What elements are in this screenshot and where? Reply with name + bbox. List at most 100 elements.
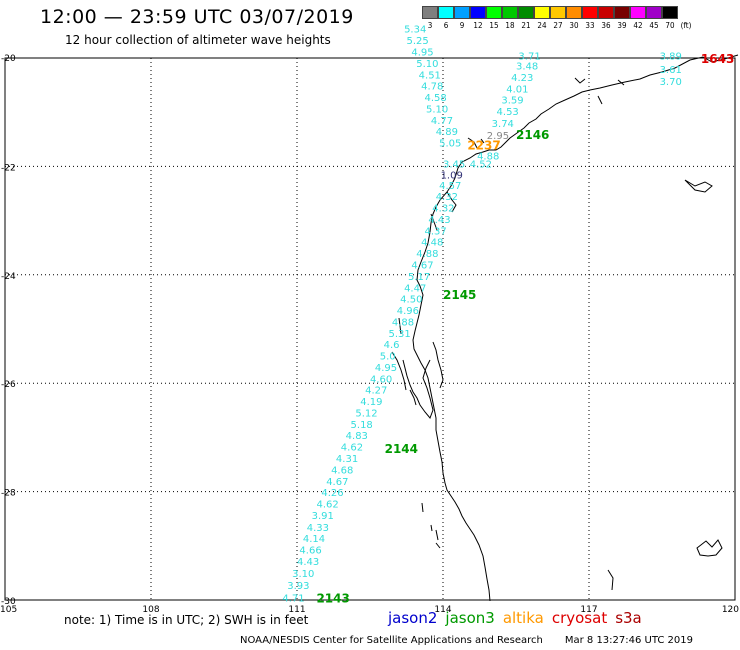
swh-value: 3.48: [516, 62, 538, 73]
legend-value: 42: [633, 21, 643, 30]
credit-text: NOAA/NESDIS Center for Satellite Applica…: [240, 635, 543, 646]
pass-time-labels: 2143 2144 2145 2146 2237 1643: [316, 52, 734, 605]
swh-value: 3.71: [518, 51, 540, 62]
swh-value: 4.32: [432, 204, 454, 215]
swh-value: 4.67: [411, 261, 433, 272]
swh-value: 4.62: [316, 500, 338, 511]
pass-time: 1643: [701, 52, 734, 66]
swh-value: 4.67: [326, 477, 348, 488]
map-subtitle: 12 hour collection of altimeter wave hei…: [65, 33, 331, 47]
wave-height-color-legend: 3 6 9 12 15 18 21 24 27 30 33 36 39 42 45 70 (ft): [422, 6, 694, 30]
legend-swatch: [454, 6, 470, 19]
swh-value: 3.59: [501, 96, 523, 107]
legend-unit: (ft): [680, 21, 692, 30]
lon-tick-label: 114: [434, 605, 451, 615]
swh-value: 4.23: [511, 73, 533, 84]
legend-value: 18: [505, 21, 515, 30]
south-coast-islands: [607, 539, 723, 591]
lon-tick-label: 120: [722, 605, 739, 615]
swh-value: 4.53: [497, 107, 519, 118]
satellite-cryosat: cryosat: [551, 609, 608, 627]
pass-time: 2146: [516, 128, 549, 142]
swh-value: 4.26: [321, 488, 343, 499]
swh-value: 4.43: [428, 215, 450, 226]
swh-value: 4.95: [411, 47, 433, 58]
shark-bay-coast: [402, 359, 434, 419]
swh-value: 3.45: [443, 160, 465, 171]
swh-value: 4.47: [404, 283, 426, 294]
houtman-abrolhos: [421, 502, 433, 532]
swh-value: 4.88: [392, 317, 414, 328]
legend-value: 39: [617, 21, 627, 30]
swh-value: 4.33: [307, 523, 329, 534]
lon-tick-label: 105: [0, 605, 17, 615]
swh-value: 3.61: [660, 65, 682, 76]
legend-value: 70: [665, 21, 675, 30]
satellite-jason2: jason2: [388, 609, 438, 627]
credit-line: NOAA/NESDIS Center for Satellite Applica…: [240, 635, 693, 646]
swh-value: 4.32: [436, 192, 458, 203]
swh-value: 4.78: [421, 82, 443, 93]
lat-lon-grid: 105 108 111 114 117 120 -20 -22 -24 -26 -28 -30: [0, 54, 739, 615]
swh-value: 4.83: [346, 431, 368, 442]
north-west-cape: [430, 213, 438, 231]
swh-value: 5.0: [380, 352, 396, 363]
legend-value: 45: [649, 21, 659, 30]
legend-value: 3: [427, 21, 433, 30]
swh-value: 5.18: [351, 420, 373, 431]
pass-time: 2143: [316, 591, 349, 605]
monte-bello-islands: [480, 138, 485, 144]
western-australia-coastline: [412, 54, 739, 602]
legend-value: 21: [521, 21, 531, 30]
satellite-s3a: s3a: [615, 609, 642, 627]
swh-value: 5.12: [355, 408, 377, 419]
pass-time: 2144: [385, 442, 418, 456]
peron-peninsula: [432, 341, 444, 389]
swh-value: 4.31: [336, 454, 358, 465]
legend-value: 30: [569, 21, 579, 30]
legend-value: 33: [585, 21, 595, 30]
lat-tick-label: -20: [1, 54, 16, 64]
lon-tick-label: 117: [580, 605, 597, 615]
legend-swatches: [422, 6, 694, 19]
swh-value: 4.57: [439, 181, 461, 192]
swh-value: 5.05: [439, 139, 461, 150]
swh-value: 5.10: [426, 104, 448, 115]
murchison-coast: [435, 529, 441, 549]
map-frame: [4, 57, 736, 601]
swh-value: 3.93: [287, 581, 309, 592]
legend-value: 36: [601, 21, 611, 30]
swh-value: 4.95: [375, 363, 397, 374]
swh-value: 4.62: [341, 443, 363, 454]
swh-value: 3.89: [660, 51, 682, 62]
lat-tick-label: -24: [1, 272, 16, 282]
swh-value: 4.52: [470, 160, 492, 171]
swh-value: 4.43: [297, 557, 319, 568]
swh-value: 4.60: [370, 374, 392, 385]
lat-tick-label: -28: [1, 489, 16, 499]
swh-value: 4.51: [419, 70, 441, 81]
lon-tick-label: 108: [142, 605, 159, 615]
swh-value: 5.34: [404, 25, 426, 36]
swh-value: 4.37: [425, 226, 447, 237]
legend-value: 9: [459, 21, 465, 30]
swh-value: 4.88: [416, 249, 438, 260]
swh-value: 2.95: [487, 131, 509, 142]
swh-value: 4.71: [282, 593, 304, 604]
swh-value: 4.77: [431, 116, 453, 127]
legend-swatch: [438, 6, 454, 19]
swh-value: 4.58: [425, 93, 447, 104]
swh-value: 4.01: [506, 84, 528, 95]
barrow-island: [467, 137, 478, 149]
swh-value: 4.66: [299, 546, 321, 557]
swh-value: 4.88: [477, 152, 499, 163]
swh-value: 4.96: [397, 306, 419, 317]
legend-swatch: [518, 6, 534, 19]
legend-value: 15: [489, 21, 499, 30]
swh-value: 3.74: [492, 119, 514, 130]
satellite-legend: jason2 jason3 altika cryosat s3a: [388, 609, 650, 627]
swh-value: 4.89: [436, 127, 458, 138]
pass-time: 2145: [443, 288, 476, 302]
swh-value: 1.09: [441, 171, 463, 182]
